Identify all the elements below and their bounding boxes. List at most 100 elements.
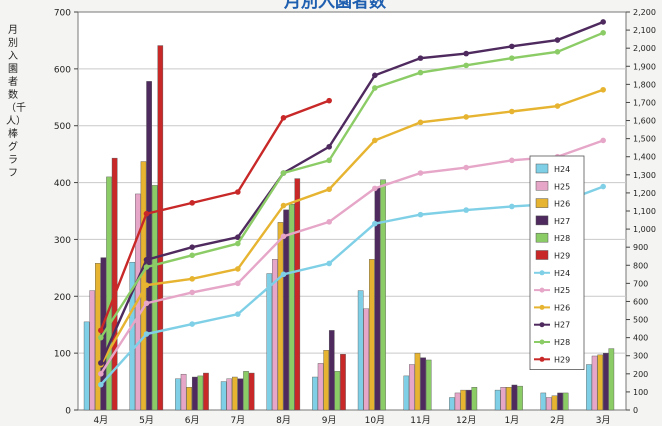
bar-H26-8 (460, 389, 466, 411)
bar-H28-1 (151, 185, 158, 411)
point-H25-11 (600, 137, 606, 144)
right-tick-label: 1,900 (633, 62, 656, 71)
line-H26 (99, 88, 604, 366)
bar-H25-5 (317, 363, 324, 411)
point-H29-2 (189, 200, 195, 206)
legend: H24 H25 H26 H27 H28 H29 H24 H25 H26 H27 H28 H29 (529, 155, 585, 371)
bar-H27-9 (511, 384, 518, 411)
point-H25-0 (98, 371, 104, 377)
point-H24-9 (509, 203, 515, 210)
point-H25-6 (372, 185, 378, 192)
point-H29-4 (280, 115, 287, 121)
legend-swatch-bar-H24 (535, 163, 549, 174)
category-label: 5月 (139, 415, 154, 426)
cumulative-lines (98, 19, 606, 388)
bar-H24-8 (449, 397, 455, 411)
legend-label: H28 (554, 234, 570, 243)
point-H26-11 (600, 86, 606, 93)
point-H26-4 (280, 202, 287, 209)
legend-label: H29 (554, 252, 570, 261)
point-H28-3 (235, 240, 241, 247)
point-H29-1 (143, 210, 150, 217)
point-H24-11 (600, 183, 606, 190)
category-label: 1月 (504, 415, 519, 426)
bar-H25-2 (180, 373, 187, 411)
point-H24-5 (326, 260, 332, 267)
legend-swatch-bar-H25 (535, 181, 549, 191)
bar-H25-11 (591, 355, 598, 411)
right-tick-label: 1,500 (633, 135, 656, 144)
bar-H27-11 (602, 352, 609, 411)
bar-H28-5 (334, 371, 341, 411)
right-tick-label: 1,600 (633, 117, 656, 126)
bar-H25-9 (500, 387, 507, 411)
point-H28-2 (189, 252, 195, 259)
point-H27-0 (98, 360, 104, 366)
legend-swatch-bar-H27 (535, 215, 549, 226)
bar-H24-5 (312, 376, 318, 411)
legend-label: H29 (554, 355, 570, 364)
bar-H29-2 (203, 372, 209, 411)
legend-label: H28 (554, 338, 570, 347)
bar-H24-0 (83, 321, 90, 411)
left-tick-label: 600 (54, 65, 71, 75)
point-H29-0 (98, 327, 104, 334)
right-tick-label: 2,000 (633, 44, 656, 53)
point-H24-4 (280, 271, 287, 278)
right-tick-label: 1,300 (633, 171, 656, 180)
legend-marker-H29 (539, 356, 545, 362)
category-label: 6月 (185, 415, 200, 426)
point-H28-11 (600, 30, 606, 36)
legend-label: H27 (554, 321, 570, 330)
bar-H27-2 (191, 376, 198, 411)
point-H24-6 (372, 220, 378, 227)
category-label: 2月 (550, 415, 565, 426)
line-H28 (99, 31, 604, 339)
bar-H28-2 (197, 375, 204, 411)
point-H28-4 (280, 170, 287, 176)
point-H28-1 (143, 264, 150, 270)
point-H24-7 (417, 211, 424, 218)
right-tick-label: 400 (633, 334, 648, 343)
bar-H27-5 (328, 330, 335, 411)
bar-H28-9 (517, 385, 523, 411)
point-H25-9 (509, 157, 515, 164)
right-tick-label: 300 (633, 352, 648, 361)
category-label: 7月 (230, 415, 245, 426)
bar-H25-10 (546, 397, 552, 411)
left-tick-label: 700 (54, 9, 71, 19)
bar-H27-4 (283, 209, 289, 411)
bar-H25-0 (89, 290, 96, 411)
bar-H29-4 (294, 178, 301, 411)
bar-H25-8 (454, 392, 461, 411)
right-tick-label: 2,100 (633, 26, 656, 35)
right-tick-label: 2,200 (633, 8, 656, 17)
category-label: 4月 (93, 415, 108, 426)
left-tick-label: 100 (54, 350, 71, 360)
point-H24-1 (143, 331, 150, 337)
bar-H26-9 (506, 387, 512, 411)
bar-H29-5 (340, 354, 346, 411)
right-tick-label: 0 (633, 406, 638, 415)
bar-H28-6 (380, 179, 386, 411)
point-H28-0 (98, 334, 104, 341)
bar-H24-10 (540, 392, 547, 411)
bar-H27-10 (557, 392, 563, 411)
bar-H29-1 (157, 45, 164, 411)
legend-label: H25 (554, 286, 570, 295)
category-label: 11月 (410, 415, 430, 426)
right-tick-label: 1,400 (633, 153, 656, 162)
point-H25-8 (463, 164, 469, 171)
legend-marker-H25 (539, 287, 545, 293)
left-tick-label: 400 (54, 179, 71, 189)
legend-marker-H24 (539, 270, 545, 276)
point-H25-7 (417, 170, 424, 176)
bar-H26-3 (232, 376, 238, 411)
legend-marker-H28 (539, 339, 545, 345)
right-tick-label: 700 (633, 279, 648, 288)
point-H26-9 (509, 108, 515, 115)
bar-H26-7 (414, 352, 421, 411)
bar-H25-7 (409, 364, 415, 411)
bar-H24-6 (357, 290, 364, 411)
